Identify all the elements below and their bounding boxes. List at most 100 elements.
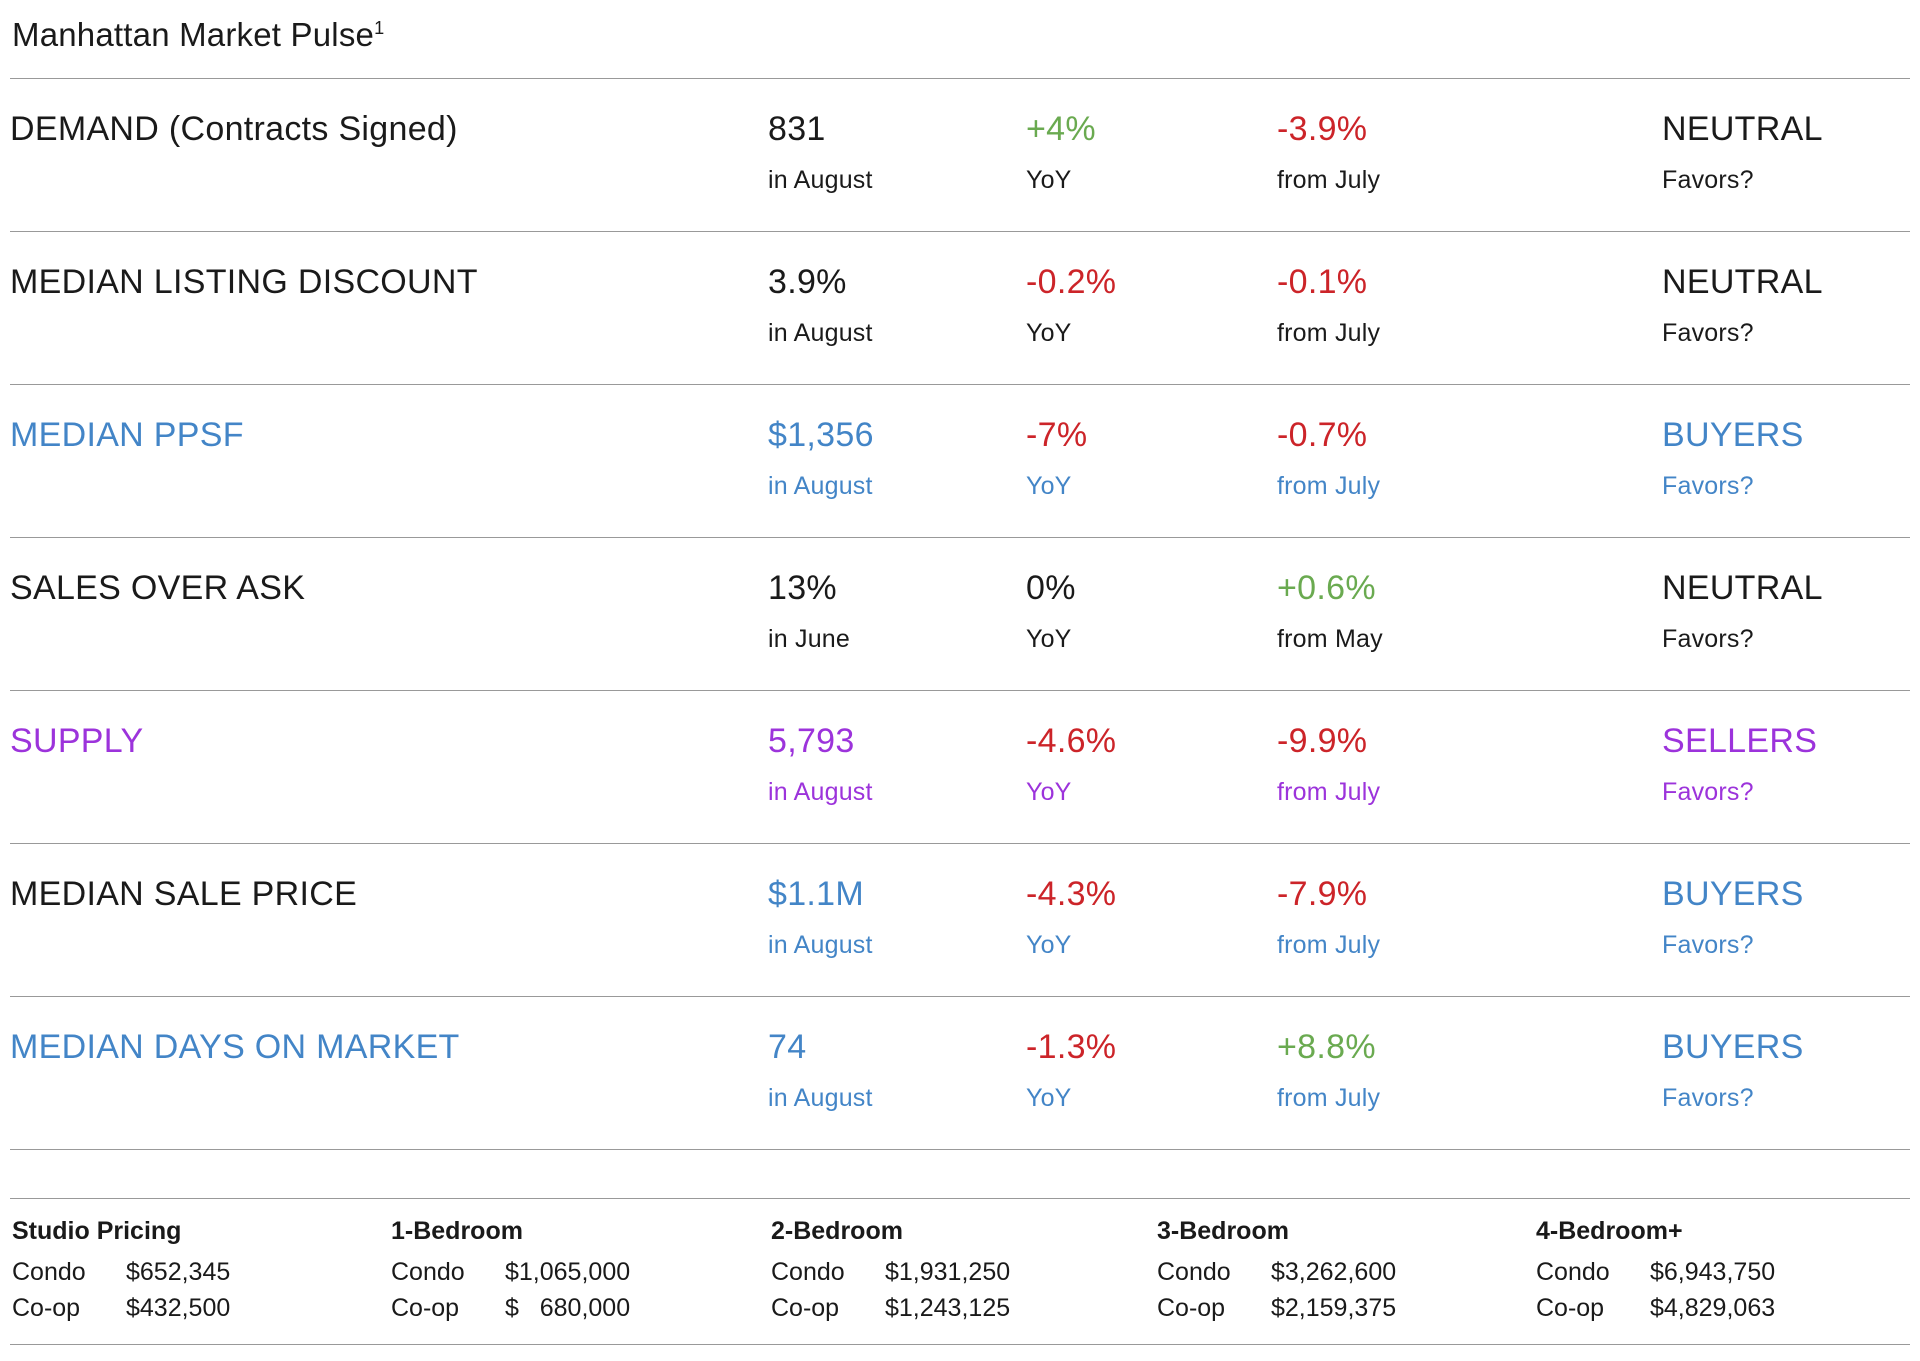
metric-yoy-cell: -4.6% YoY: [1026, 721, 1277, 843]
metric-row-median-sale-price: MEDIAN SALE PRICE $1.1M in August -4.3% …: [10, 844, 1910, 997]
pricing-header: 4-Bedroom+: [1536, 1217, 1683, 1245]
report-header: Manhattan Market Pulse1: [10, 0, 1910, 79]
pricing-row-label: Condo: [391, 1258, 465, 1286]
metric-favors-cell: NEUTRAL Favors?: [1662, 568, 1910, 690]
pricing-row-label: Condo: [1536, 1258, 1610, 1286]
metric-value-cell: $1,356 in August: [768, 415, 1026, 537]
pricing-row: Co-op $2,159,375: [1157, 1290, 1536, 1326]
metric-favors-cell: BUYERS Favors?: [1662, 1027, 1910, 1149]
metric-value: 13%: [768, 569, 837, 607]
metric-row-sales-over-ask: SALES OVER ASK 13% in June 0% YoY +0.6% …: [10, 538, 1910, 691]
pricing-row: Co-op $1,243,125: [771, 1290, 1157, 1326]
metric-yoy-value: -4.3%: [1026, 875, 1117, 913]
metric-period-label: in August: [768, 1084, 873, 1112]
pricing-row-label: Co-op: [12, 1294, 81, 1322]
metric-mom-label: from July: [1277, 1084, 1381, 1112]
metric-name: MEDIAN SALE PRICE: [10, 875, 358, 913]
metric-name: SUPPLY: [10, 722, 144, 760]
section-divider: [10, 1150, 1910, 1199]
pricing-column-3-bedroom: 3-Bedroom Condo $3,262,600 Co-op $2,159,…: [1157, 1217, 1536, 1326]
metric-period-label: in August: [768, 778, 873, 806]
pricing-row: Condo $6,943,750: [1536, 1254, 1908, 1290]
metric-name: MEDIAN DAYS ON MARKET: [10, 1028, 460, 1066]
metric-mom-value: +8.8%: [1277, 1028, 1376, 1066]
metric-mom-label: from July: [1277, 472, 1381, 500]
metric-period-label: in August: [768, 319, 873, 347]
metric-yoy-cell: -1.3% YoY: [1026, 1027, 1277, 1149]
metric-yoy-cell: 0% YoY: [1026, 568, 1277, 690]
pricing-column-4-bedroom-plus: 4-Bedroom+ Condo $6,943,750 Co-op $4,829…: [1536, 1217, 1908, 1326]
pricing-row-price: $ 680,000: [505, 1294, 631, 1322]
metric-favors-cell: BUYERS Favors?: [1662, 415, 1910, 537]
metric-favors-label: Favors?: [1662, 472, 1754, 500]
metric-favors-value: NEUTRAL: [1662, 263, 1823, 301]
metric-mom-cell: -0.1% from July: [1277, 262, 1662, 384]
pricing-row: Co-op $ 680,000: [391, 1290, 771, 1326]
metric-yoy-label: YoY: [1026, 625, 1072, 653]
metric-name: MEDIAN PPSF: [10, 416, 244, 454]
metric-name: DEMAND (Contracts Signed): [10, 110, 458, 148]
pricing-row-label: Co-op: [1157, 1294, 1226, 1322]
metric-row-median-days-on-market: MEDIAN DAYS ON MARKET 74 in August -1.3%…: [10, 997, 1910, 1150]
metric-favors-cell: SELLERS Favors?: [1662, 721, 1910, 843]
metric-name-cell: MEDIAN LISTING DISCOUNT: [10, 262, 768, 384]
pricing-row-label: Co-op: [771, 1294, 840, 1322]
bottom-divider: [10, 1344, 1910, 1345]
metric-mom-label: from July: [1277, 931, 1381, 959]
bedroom-pricing-section: Studio Pricing Condo $652,345 Co-op $432…: [10, 1199, 1910, 1326]
metric-yoy-value: -4.6%: [1026, 722, 1117, 760]
metric-yoy-value: 0%: [1026, 569, 1076, 607]
metric-yoy-value: +4%: [1026, 110, 1096, 148]
metric-favors-label: Favors?: [1662, 625, 1754, 653]
metric-value: 5,793: [768, 722, 855, 760]
metric-mom-value: -0.7%: [1277, 416, 1368, 454]
metric-mom-label: from May: [1277, 625, 1383, 653]
metric-mom-value: -3.9%: [1277, 110, 1368, 148]
pricing-header: 3-Bedroom: [1157, 1217, 1289, 1245]
metric-name-cell: DEMAND (Contracts Signed): [10, 109, 768, 231]
metric-mom-cell: -7.9% from July: [1277, 874, 1662, 996]
metric-yoy-value: -7%: [1026, 416, 1088, 454]
metric-name: MEDIAN LISTING DISCOUNT: [10, 263, 478, 301]
metric-period-label: in August: [768, 472, 873, 500]
metric-favors-label: Favors?: [1662, 1084, 1754, 1112]
metric-mom-value: -9.9%: [1277, 722, 1368, 760]
metric-name-cell: SUPPLY: [10, 721, 768, 843]
metric-favors-label: Favors?: [1662, 166, 1754, 194]
pricing-row-label: Condo: [1157, 1258, 1231, 1286]
metric-yoy-cell: -7% YoY: [1026, 415, 1277, 537]
metric-favors-value: BUYERS: [1662, 416, 1804, 454]
metric-mom-label: from July: [1277, 319, 1381, 347]
pricing-row-price: $432,500: [126, 1294, 231, 1322]
metric-yoy-label: YoY: [1026, 166, 1072, 194]
metric-mom-cell: +8.8% from July: [1277, 1027, 1662, 1149]
pricing-column-studio: Studio Pricing Condo $652,345 Co-op $432…: [12, 1217, 391, 1326]
metric-mom-cell: +0.6% from May: [1277, 568, 1662, 690]
footnote-marker: 1: [374, 18, 385, 38]
pricing-row: Co-op $4,829,063: [1536, 1290, 1908, 1326]
metric-yoy-value: -0.2%: [1026, 263, 1117, 301]
pricing-row-label: Co-op: [1536, 1294, 1605, 1322]
pricing-header: Studio Pricing: [12, 1217, 182, 1245]
metric-mom-cell: -3.9% from July: [1277, 109, 1662, 231]
metric-mom-cell: -9.9% from July: [1277, 721, 1662, 843]
pricing-row-label: Condo: [771, 1258, 845, 1286]
pricing-row: Co-op $432,500: [12, 1290, 391, 1326]
metric-period-label: in August: [768, 166, 873, 194]
metric-yoy-label: YoY: [1026, 319, 1072, 347]
metric-yoy-cell: -0.2% YoY: [1026, 262, 1277, 384]
metric-yoy-value: -1.3%: [1026, 1028, 1117, 1066]
page-title-text: Manhattan Market Pulse: [12, 16, 375, 53]
pricing-row-price: $1,931,250: [885, 1258, 1011, 1286]
metric-yoy-label: YoY: [1026, 472, 1072, 500]
metric-yoy-cell: -4.3% YoY: [1026, 874, 1277, 996]
pricing-row: Condo $1,065,000: [391, 1254, 771, 1290]
metric-yoy-label: YoY: [1026, 931, 1072, 959]
pricing-row-price: $1,243,125: [885, 1294, 1011, 1322]
metric-yoy-label: YoY: [1026, 1084, 1072, 1112]
metric-favors-value: NEUTRAL: [1662, 569, 1823, 607]
metric-value-cell: 5,793 in August: [768, 721, 1026, 843]
metric-mom-label: from July: [1277, 778, 1381, 806]
pricing-row-price: $3,262,600: [1271, 1258, 1397, 1286]
